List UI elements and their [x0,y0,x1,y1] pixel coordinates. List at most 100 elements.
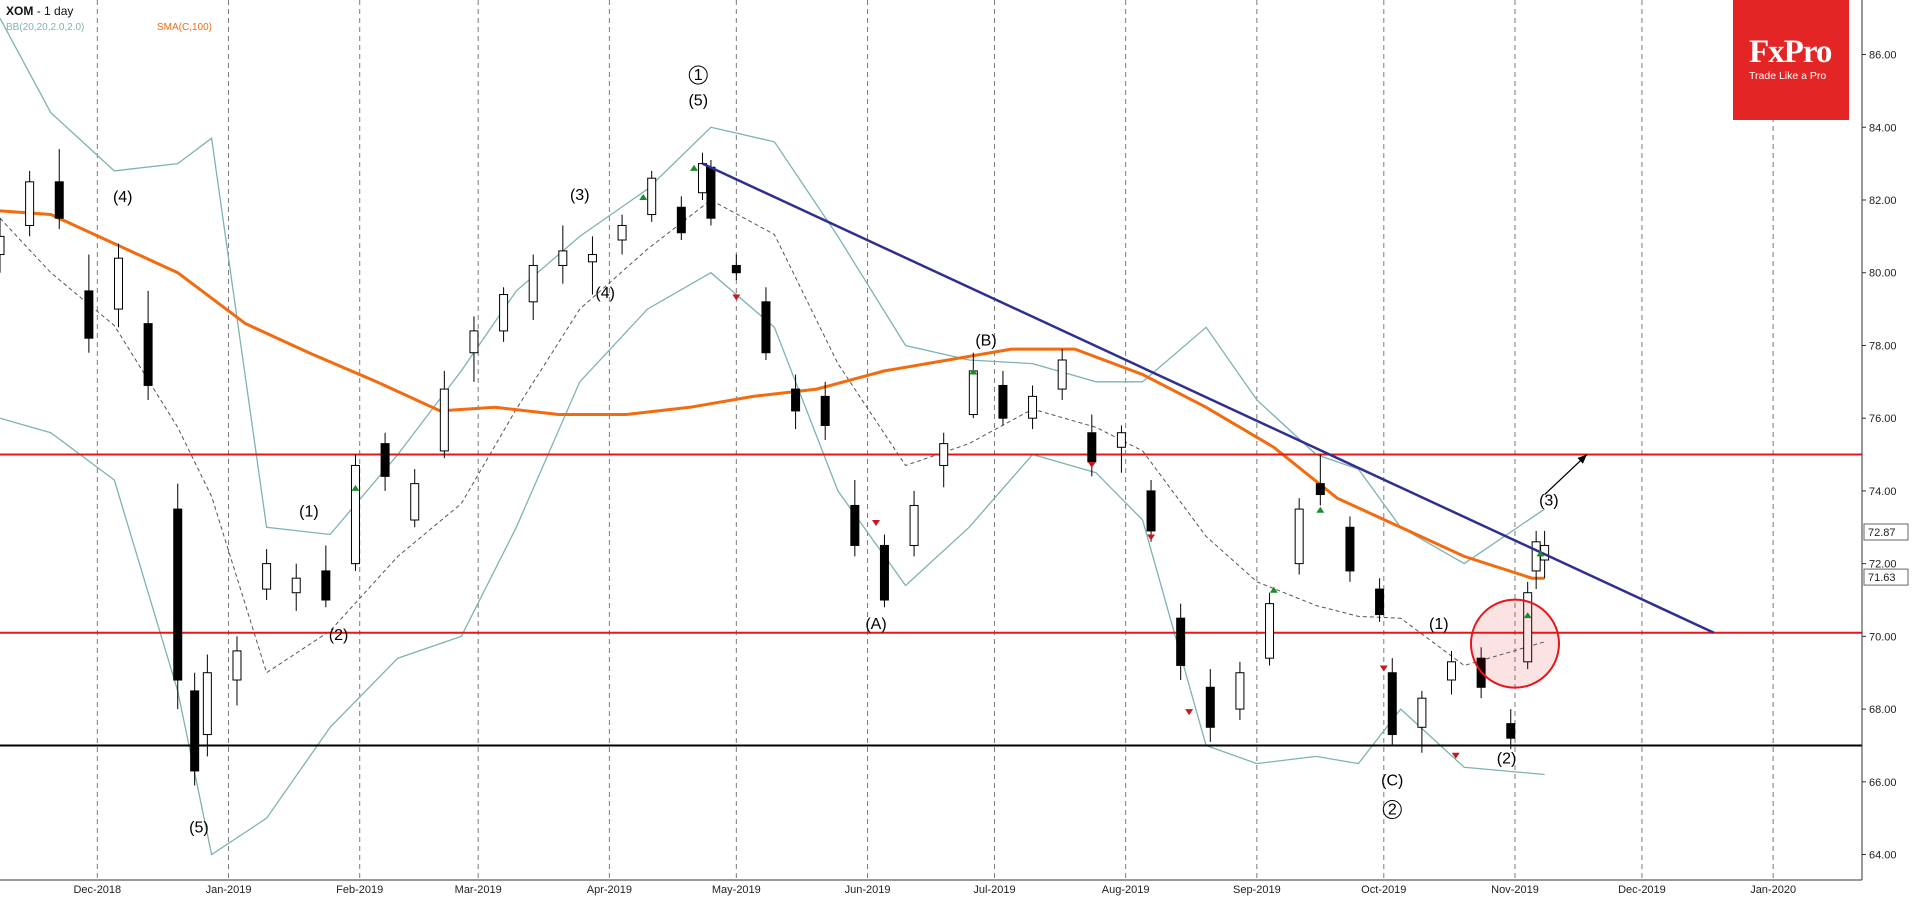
symbol-label: XOM [6,4,34,18]
candle-body [587,254,597,263]
y-tick-label: 72.00 [1869,559,1897,571]
candle-body [1146,490,1156,532]
candle-body [1116,432,1126,448]
price-label-box [1863,568,1909,586]
logo-tagline: Trade Like a Pro [1749,70,1827,82]
candle-body [143,323,153,386]
chart-grid [96,0,1774,880]
candle-body [1447,661,1457,681]
candle-body [939,443,949,466]
candle-body [647,177,657,216]
price-label-box [1863,523,1909,541]
candle-body [968,370,978,416]
candle-body [528,264,538,303]
buy-signal-arrow [351,484,360,491]
horizontal-levels [0,453,1862,747]
candle-body [113,257,123,310]
candle-body [202,672,212,736]
x-tick-label: Apr-2019 [587,884,632,896]
sma-legend: SMA(C,100) [157,22,213,33]
sell-signal-arrow [1087,461,1096,468]
x-tick-label: May-2019 [712,884,761,896]
bollinger-middle [0,199,1545,674]
candle-body [54,181,64,219]
wave-label: (C) [1381,772,1403,789]
buy-signal-arrow [1269,586,1278,593]
wave-annotations: (4) (5) (1) (2) (3) (4) 1 (5) (A) (B) (1) (C) 2 (2) (3… [113,65,1559,837]
candle-body [617,224,627,241]
candle-body [439,388,449,452]
wave-label: (B) [975,332,996,349]
x-tick-label: Dec-2019 [1618,884,1666,896]
candle-body [1087,432,1097,463]
y-tick-label: 74.00 [1869,486,1897,498]
buy-signal-arrow [1536,550,1545,557]
candle-body [410,483,420,521]
candle-body [850,504,860,546]
logo-brand: FxPro [1749,34,1832,70]
candle-body [998,384,1008,419]
wave-label: (4) [595,285,615,302]
candle-body [469,330,479,354]
projection-arrow-head [1577,454,1587,464]
breakout-highlight-circle [1469,598,1560,689]
wave-label: (4) [113,189,133,206]
candle-body [676,206,686,234]
candle-body [731,264,741,274]
wave-label: (A) [865,616,886,633]
x-tick-label: Jan-2020 [1750,884,1796,896]
candle-body [321,570,331,601]
y-tick-label: 76.00 [1869,413,1897,425]
sell-signal-arrow [732,294,741,301]
y-tick-label: 66.00 [1869,777,1897,789]
candle-body [791,388,801,412]
candle-body [0,235,5,256]
x-tick-label: Jun-2019 [845,884,891,896]
candle-body [1235,672,1245,710]
y-tick-label: 84.00 [1869,122,1897,134]
candle-body [291,577,301,594]
candle-body [232,650,242,681]
buy-signal-arrow [1316,506,1325,513]
bollinger-lower [0,271,1545,856]
x-tick-label: Oct-2019 [1361,884,1406,896]
candle-body [1205,686,1215,728]
candle-body [173,508,183,681]
candle-body [879,544,889,601]
wave-label: (5) [688,92,708,109]
wave-label: (2) [329,627,349,644]
candle-body [380,443,390,477]
x-tick-label: Jul-2019 [973,884,1015,896]
x-tick-label: Jan-2019 [206,884,252,896]
candle-body [1523,592,1533,663]
buy-signal-arrow [969,368,978,375]
y-tick-label: 68.00 [1869,704,1897,716]
candle-body [1028,395,1038,419]
candle-body [1315,483,1325,496]
projection-arrow-line [1544,454,1588,496]
candle-body [1417,697,1427,728]
x-tick-label: Mar-2019 [455,884,502,896]
candle-body [558,250,568,266]
wave-label: 1 [694,67,703,84]
candle-body [1375,588,1385,616]
candle-body [25,181,35,226]
candle-body [1265,603,1275,659]
sell-signal-arrow [1379,665,1388,672]
y-tick-label: 86.00 [1869,50,1897,62]
wave-label: (5) [189,820,209,837]
buy-signal-arrow [690,164,699,171]
candle-body [1387,672,1397,736]
candle-body [1176,617,1186,666]
candle-body [706,166,716,219]
wave-label-circle [688,65,708,85]
wave-label: (1) [299,503,319,520]
wave-label: (3) [1539,492,1559,509]
wave-label: (2) [1497,751,1517,768]
downtrend-line [701,162,1715,634]
chart-title: XOM - 1 day [6,4,73,18]
candle-body [84,290,94,339]
candle-body [190,690,200,772]
